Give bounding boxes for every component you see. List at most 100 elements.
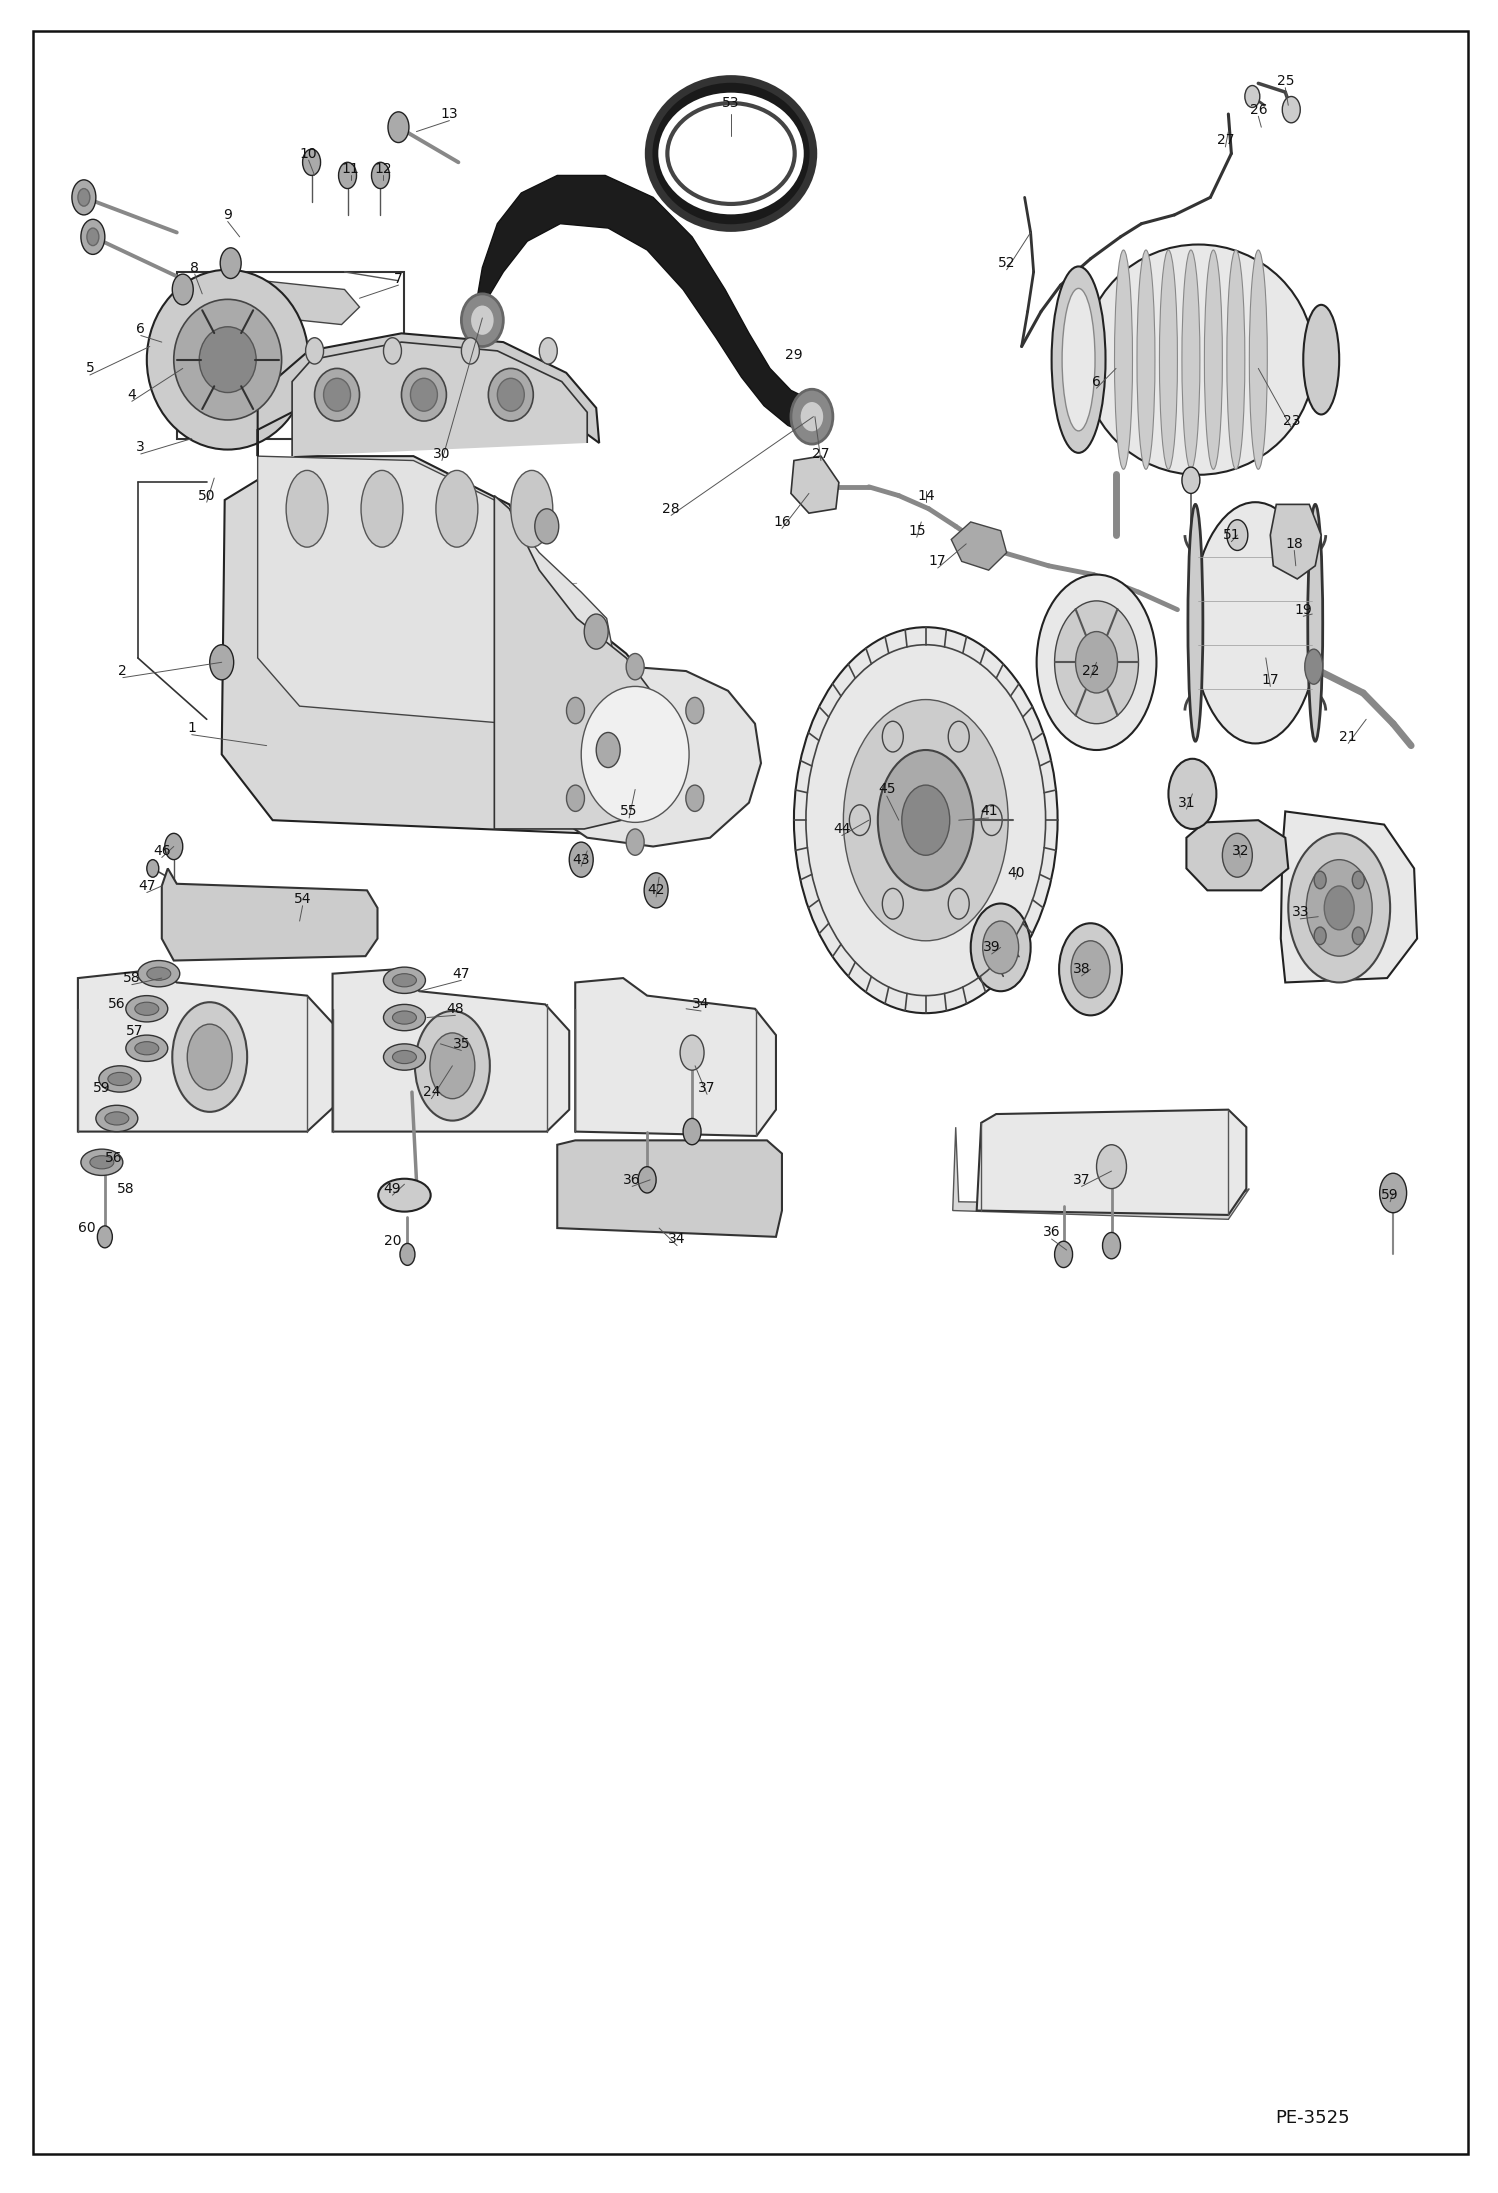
Text: 30: 30 <box>433 447 451 461</box>
Text: 53: 53 <box>722 96 740 110</box>
Text: 16: 16 <box>773 515 791 529</box>
Circle shape <box>210 645 234 680</box>
Text: 59: 59 <box>1381 1189 1399 1202</box>
Polygon shape <box>258 281 360 325</box>
Circle shape <box>596 732 620 768</box>
Circle shape <box>172 274 193 305</box>
Ellipse shape <box>1204 250 1222 469</box>
Text: PE-3525: PE-3525 <box>1275 2110 1350 2127</box>
Circle shape <box>1097 1145 1126 1189</box>
Ellipse shape <box>96 1105 138 1132</box>
Text: 37: 37 <box>698 1081 716 1094</box>
Circle shape <box>843 700 1008 941</box>
Circle shape <box>849 805 870 836</box>
Ellipse shape <box>1305 649 1323 684</box>
Ellipse shape <box>436 471 478 548</box>
Text: 17: 17 <box>929 555 947 568</box>
Text: 43: 43 <box>572 853 590 866</box>
Circle shape <box>878 750 974 890</box>
Circle shape <box>415 1011 490 1121</box>
Polygon shape <box>953 1127 1249 1219</box>
Ellipse shape <box>147 967 171 980</box>
Text: 31: 31 <box>1177 796 1195 809</box>
Circle shape <box>1324 886 1354 930</box>
Text: 46: 46 <box>153 844 171 857</box>
Text: 6: 6 <box>136 322 145 336</box>
Text: 55: 55 <box>620 805 638 818</box>
Ellipse shape <box>199 327 256 393</box>
Circle shape <box>1168 759 1216 829</box>
Ellipse shape <box>324 377 351 412</box>
Circle shape <box>81 219 105 254</box>
Ellipse shape <box>1191 502 1318 743</box>
Circle shape <box>686 785 704 811</box>
Ellipse shape <box>99 1066 141 1092</box>
Ellipse shape <box>90 1156 114 1169</box>
Text: 44: 44 <box>833 822 851 836</box>
Circle shape <box>1076 632 1118 693</box>
Circle shape <box>187 1024 232 1090</box>
Ellipse shape <box>135 1042 159 1055</box>
Polygon shape <box>575 978 776 1136</box>
Polygon shape <box>1281 811 1417 982</box>
Text: 23: 23 <box>1282 414 1300 428</box>
Ellipse shape <box>126 996 168 1022</box>
Text: 9: 9 <box>223 208 232 221</box>
Ellipse shape <box>791 390 833 443</box>
Text: 19: 19 <box>1294 603 1312 616</box>
Ellipse shape <box>392 1050 416 1064</box>
Circle shape <box>400 1243 415 1265</box>
Circle shape <box>882 721 903 752</box>
Circle shape <box>1353 871 1365 888</box>
Circle shape <box>165 833 183 860</box>
Text: 45: 45 <box>878 783 896 796</box>
Text: 13: 13 <box>440 107 458 121</box>
Text: 15: 15 <box>908 524 926 537</box>
Ellipse shape <box>1182 250 1200 469</box>
Circle shape <box>1314 871 1326 888</box>
Circle shape <box>948 888 969 919</box>
Polygon shape <box>791 456 839 513</box>
Ellipse shape <box>401 368 446 421</box>
Polygon shape <box>292 342 587 456</box>
Text: 8: 8 <box>190 261 199 274</box>
Circle shape <box>72 180 96 215</box>
Ellipse shape <box>511 471 553 548</box>
Text: 50: 50 <box>198 489 216 502</box>
Ellipse shape <box>581 686 689 822</box>
Circle shape <box>430 1033 475 1099</box>
Circle shape <box>680 1035 704 1070</box>
Ellipse shape <box>126 1035 168 1061</box>
Text: 21: 21 <box>1339 730 1357 743</box>
Ellipse shape <box>410 377 437 412</box>
Circle shape <box>686 697 704 724</box>
Circle shape <box>1055 1241 1073 1268</box>
Circle shape <box>1245 86 1260 107</box>
Circle shape <box>1380 1173 1407 1213</box>
Ellipse shape <box>1303 305 1339 414</box>
Polygon shape <box>512 667 761 846</box>
Circle shape <box>1306 860 1372 956</box>
Text: 3: 3 <box>136 441 145 454</box>
Text: 11: 11 <box>342 162 360 175</box>
Text: 56: 56 <box>105 1151 123 1164</box>
Circle shape <box>388 112 409 143</box>
Ellipse shape <box>383 1044 425 1070</box>
Text: 4: 4 <box>127 388 136 401</box>
Polygon shape <box>977 1110 1246 1215</box>
Circle shape <box>303 149 321 175</box>
Ellipse shape <box>81 1149 123 1175</box>
Polygon shape <box>333 969 569 1132</box>
Ellipse shape <box>392 974 416 987</box>
Text: 14: 14 <box>917 489 935 502</box>
Circle shape <box>683 1118 701 1145</box>
Ellipse shape <box>983 921 1019 974</box>
Text: 40: 40 <box>1007 866 1025 879</box>
Text: 10: 10 <box>300 147 318 160</box>
Ellipse shape <box>174 300 282 421</box>
Text: 39: 39 <box>983 941 1001 954</box>
Text: 34: 34 <box>668 1232 686 1246</box>
Ellipse shape <box>1227 250 1245 469</box>
Text: 37: 37 <box>1073 1173 1091 1186</box>
Ellipse shape <box>470 305 494 336</box>
